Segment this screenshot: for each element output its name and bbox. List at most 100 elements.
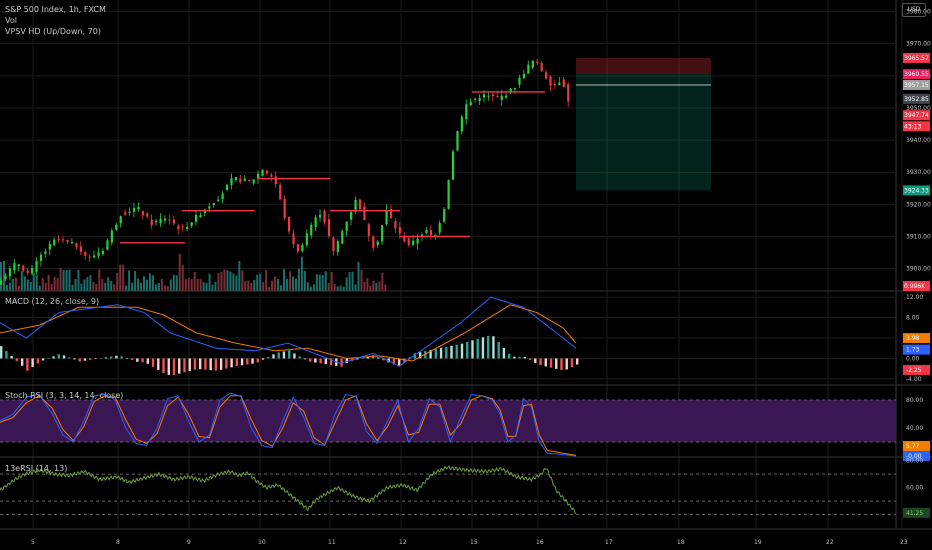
volume-legend[interactable]: Vol	[5, 15, 17, 26]
candle-body	[8, 268, 12, 277]
candle-body	[186, 226, 189, 229]
candle-body	[97, 252, 100, 256]
candle-body	[310, 224, 313, 236]
macd-label[interactable]: MACD (12, 26, close, 9)	[5, 297, 100, 306]
candle-body	[44, 251, 47, 254]
candle-body	[265, 170, 269, 174]
candle-body	[225, 184, 229, 191]
volume-bar	[86, 277, 89, 291]
candle-body	[66, 239, 69, 242]
volume-bar	[259, 273, 262, 291]
macd-histogram-bar	[298, 356, 301, 359]
macd-histogram-bar	[293, 353, 296, 359]
macd-histogram-bar	[502, 347, 506, 359]
volume-bar	[74, 279, 77, 291]
stochrsi-legend[interactable]: Stoch RSI (3, 3, 14, 14, close)	[5, 390, 123, 401]
price-marker-box	[903, 80, 930, 91]
macd-histogram-bar	[439, 347, 443, 359]
time-tick-label: 15	[470, 539, 478, 546]
symbol-legend[interactable]: S&P 500 Index, 1h, FXCM	[5, 4, 106, 15]
macd-histogram-bar	[78, 358, 81, 362]
time-tick-label: 19	[754, 539, 762, 546]
macd-histogram-bar	[303, 358, 307, 360]
macd-histogram-bar	[246, 358, 249, 365]
candle-body	[518, 77, 521, 85]
macd-histogram-bar	[324, 358, 328, 365]
candle-body	[319, 214, 322, 218]
macd-legend[interactable]: MACD (12, 26, close, 9)	[5, 296, 99, 307]
candle-body	[230, 178, 233, 185]
candle-body	[93, 255, 96, 258]
macd-histogram-bar	[288, 350, 291, 359]
volume-bar	[148, 273, 151, 291]
currency-button[interactable]: USD	[902, 3, 926, 17]
candle-body	[101, 250, 105, 255]
candle-body	[168, 219, 171, 221]
volume-bar	[166, 286, 169, 291]
volume-bar	[354, 284, 357, 291]
candle-body	[124, 212, 127, 215]
rsi-marker-label: 41.25	[906, 510, 923, 517]
macd-histogram-bar	[413, 353, 417, 359]
candle-body	[536, 61, 539, 63]
volume-bar	[134, 271, 137, 291]
symbol-title[interactable]: S&P 500 Index, 1h, FXCM	[5, 5, 106, 14]
volume-label[interactable]: Vol	[5, 16, 17, 25]
volume-bar	[250, 283, 253, 291]
candle-body	[22, 265, 25, 271]
volume-bar	[122, 264, 125, 291]
volume-bar	[0, 262, 2, 291]
price-marker-label: 3965.57	[904, 55, 929, 62]
vpsv-label[interactable]: VPSV HD (Up/Down, 70)	[5, 27, 101, 36]
candle-body	[469, 101, 472, 106]
candle-body	[350, 211, 353, 220]
vpsv-legend[interactable]: VPSV HD (Up/Down, 70)	[5, 26, 101, 37]
volume-bar	[369, 285, 372, 291]
macd-histogram-bar	[560, 358, 563, 371]
candle-body	[531, 60, 534, 68]
stochrsi-label[interactable]: Stoch RSI (3, 3, 14, 14, close)	[5, 391, 124, 400]
volume-bar	[327, 282, 330, 291]
candle-body	[412, 240, 415, 246]
macd-histogram-bar	[528, 358, 532, 360]
macd-histogram-bar	[0, 346, 3, 359]
candle-body	[354, 200, 357, 212]
rsi13-label[interactable]: 13eRSI (14, 13)	[5, 464, 68, 473]
price-tick-label: 3910.00	[906, 233, 931, 240]
price-marker-box	[903, 93, 930, 104]
candle-body	[425, 230, 428, 233]
macd-histogram-bar	[507, 353, 511, 359]
candle-body	[79, 246, 82, 253]
candle-body	[305, 233, 308, 246]
macd-histogram-bar	[230, 358, 233, 368]
volume-bar	[163, 285, 166, 291]
macd-histogram-bar	[382, 358, 385, 361]
macd-tick-label: -4.00	[906, 376, 922, 383]
candle-body	[314, 217, 317, 228]
candle-body	[451, 151, 455, 180]
macd-histogram-bar	[429, 350, 432, 359]
volume-bar	[113, 284, 116, 291]
macd-histogram-bar	[130, 358, 134, 360]
volume-bar	[360, 270, 363, 291]
candle-body	[482, 94, 486, 98]
macd-marker-box	[903, 333, 930, 344]
rsi13-legend[interactable]: 13eRSI (14, 13)	[5, 463, 67, 474]
volume-bar	[119, 264, 122, 291]
candle-body	[208, 206, 211, 209]
volume-bar	[291, 276, 294, 291]
volume-bar	[297, 268, 300, 291]
rsi-tick-label: 60.00	[906, 485, 923, 492]
volume-bar	[17, 285, 20, 291]
macd-histogram-bar	[534, 358, 537, 364]
macd-histogram-bar	[445, 346, 448, 359]
volume-bar	[202, 282, 205, 291]
macd-histogram-bar	[466, 341, 469, 359]
candle-body	[26, 270, 29, 273]
macd-histogram-bar	[36, 358, 40, 364]
volume-bar	[41, 278, 44, 291]
macd-histogram-bar	[198, 358, 202, 370]
candle-body	[420, 234, 424, 237]
